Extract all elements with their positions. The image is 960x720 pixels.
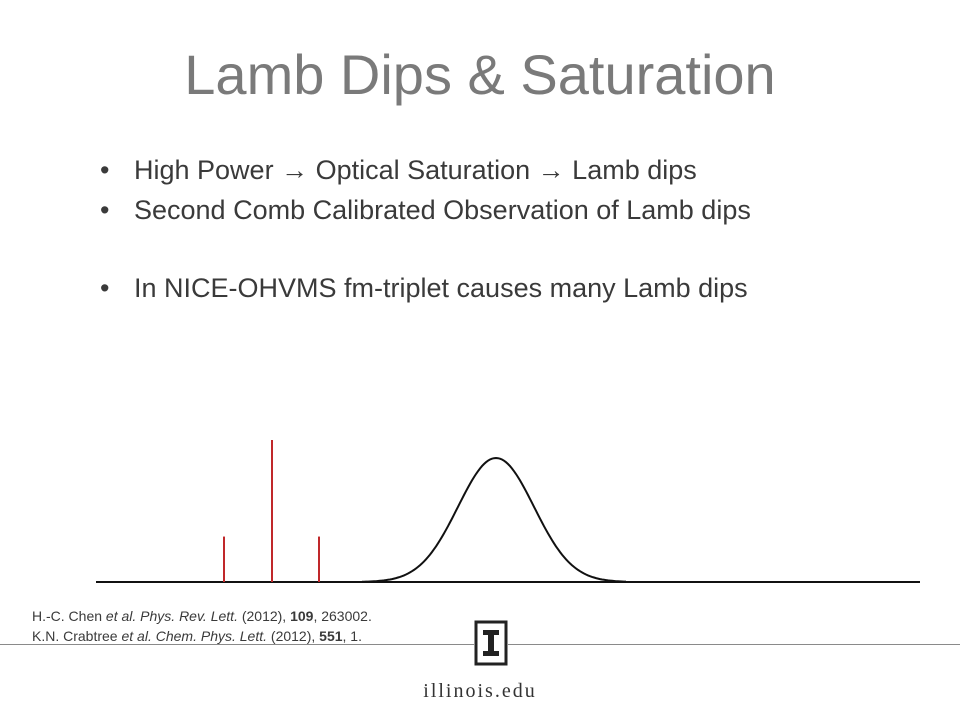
bullet-item: • In NICE-OHVMS fm-triplet causes many L… [100,268,920,308]
footer-domain: illinois.edu [423,680,537,702]
ref-authors: H.-C. Chen [32,608,106,624]
bullet-list: • High Power → Optical Saturation → Lamb… [100,150,920,308]
ref-journal: Phys. Rev. Lett. [136,608,238,624]
reference-line: H.-C. Chen et al. Phys. Rev. Lett. (2012… [32,606,372,626]
bullet-marker: • [100,273,110,303]
ref-authors: K.N. Crabtree [32,628,122,644]
references: H.-C. Chen et al. Phys. Rev. Lett. (2012… [32,606,372,646]
slide-title: Lamb Dips & Saturation [184,43,776,106]
ref-etal: et al. [121,628,152,644]
ref-etal: et al. [105,608,137,624]
bullet-item: • Second Comb Calibrated Observation of … [100,190,920,230]
ref-pages: , 263002. [313,608,372,624]
ref-journal: Chem. Phys. Lett. [151,628,268,644]
ref-year: (2012), [267,628,320,644]
ref-volume: 109 [290,608,314,624]
bullet-text: Second Comb Calibrated Observation of La… [134,195,751,225]
bullet-text: High Power → Optical Saturation → Lamb d… [134,155,697,185]
ref-pages: , 1. [342,628,362,644]
illinois-block-i-icon [474,620,508,666]
ref-volume: 551 [319,628,343,644]
ref-year: (2012), [237,608,291,624]
bullet-marker: • [100,155,110,185]
bullet-item: • High Power → Optical Saturation → Lamb… [100,150,920,190]
bullet-marker: • [100,195,110,225]
reference-line: K.N. Crabtree et al. Chem. Phys. Lett. (… [32,626,372,646]
absorption-profile [361,456,626,583]
bullet-text: In NICE-OHVMS fm-triplet causes many Lam… [134,273,748,303]
